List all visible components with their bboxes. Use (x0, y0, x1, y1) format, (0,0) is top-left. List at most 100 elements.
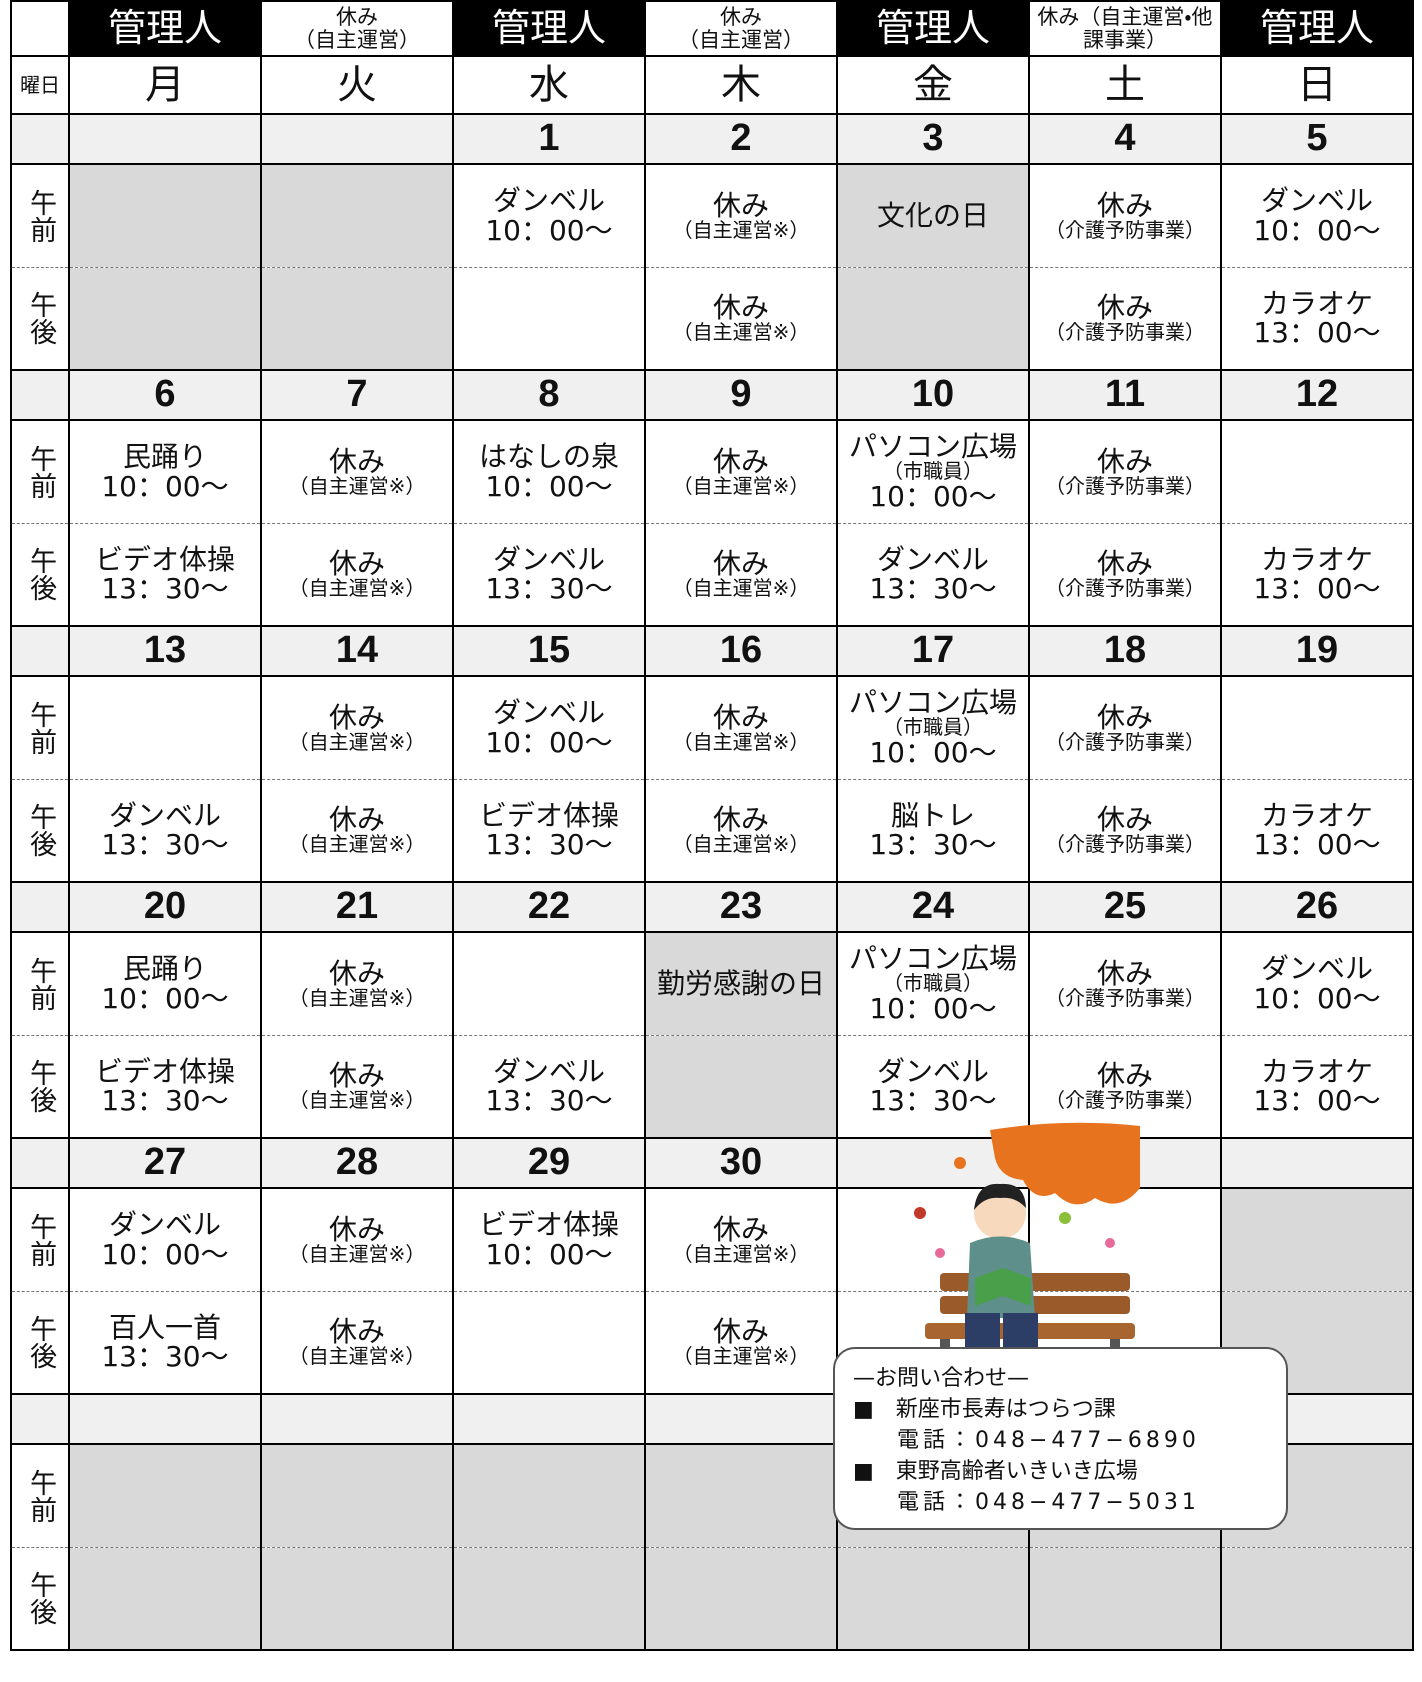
tree-leaves (990, 1122, 1140, 1205)
activity: 休み (1096, 444, 1153, 478)
activity-note: （介護予防事業） (1045, 1088, 1205, 1113)
slot-cell: 休み （自主運営※） (644, 1187, 838, 1292)
activity-note: （自主運営※） (672, 217, 810, 242)
staff-cell: 管理人 (836, 0, 1030, 57)
activity: 休み (1096, 1059, 1153, 1093)
date-cell (260, 1393, 454, 1445)
weekday-label: 曜日 (10, 55, 70, 115)
activity-time: 13：30～ (101, 828, 229, 862)
contact-title: —お問い合わせ— (853, 1366, 1030, 1391)
activity: 百人一首 (108, 1310, 221, 1344)
date-cell (68, 113, 262, 165)
staff-cell: 休み（自主運営・他課事業） (1028, 0, 1222, 57)
slot-cell: 休み （自主運営※） (644, 419, 838, 524)
period-label: 午後 (10, 266, 70, 371)
slot-cell: 休み （介護予防事業） (1028, 419, 1222, 524)
activity: 民踊り (122, 952, 207, 986)
activity-note: （自主運営※） (288, 985, 426, 1010)
activity: 休み (328, 444, 385, 478)
slot-cell: 百人一首 13：30～ (68, 1290, 262, 1395)
weekday: 水 (452, 55, 646, 115)
activity: 休み (712, 291, 769, 325)
weekday: 土 (1028, 55, 1222, 115)
activity-time: 13：00～ (1253, 316, 1381, 350)
slot-cell: ダンベル 10：00～ (1220, 163, 1414, 268)
slot-cell (260, 163, 454, 268)
date-label (10, 1137, 70, 1189)
staff-text: 管理人 (1259, 5, 1374, 50)
activity: 休み (1096, 547, 1153, 581)
date-cell: 27 (68, 1137, 262, 1189)
contact-phone: 電話：048−477−5031 (897, 1490, 1200, 1515)
staff-text: 休み (336, 5, 378, 30)
slot-cell: 休み （自主運営※） (260, 522, 454, 627)
date-cell (260, 113, 454, 165)
slot-cell: 民踊り 10：00～ (68, 931, 262, 1036)
date-cell: 20 (68, 881, 262, 933)
date-label (10, 113, 70, 165)
activity: はなしの泉 (478, 440, 619, 474)
weekday-row: 曜日月火水木金土日 (10, 55, 1414, 115)
activity: 休み (328, 956, 385, 990)
book (975, 1268, 1031, 1306)
date-cell: 15 (452, 625, 646, 677)
activity-time: 10：00～ (485, 1237, 613, 1271)
period-label: 午前 (10, 1443, 70, 1548)
slot-cell: 休み （介護予防事業） (1028, 1034, 1222, 1139)
contact-box: —お問い合わせ— ■ 新座市長寿はつらつ課 電話：048−477−6890 ■ 東野高… (833, 1347, 1288, 1530)
activity: 休み (328, 803, 385, 837)
activity: 脳トレ (890, 798, 975, 832)
period-label: 午前 (10, 675, 70, 780)
activity-time: 10：00～ (1253, 213, 1381, 247)
activity: ビデオ体操 (94, 542, 235, 576)
activity: 休み (1096, 956, 1153, 990)
activity-time: 10：00～ (101, 981, 229, 1015)
leaf (935, 1248, 945, 1258)
activity: カラオケ (1260, 542, 1373, 576)
slot-cell: 休み （自主運営※） (644, 163, 838, 268)
staff-row: 管理人 休み （自主運営） 管理人 休み （自主運営） 管理人 休み（自主運営・他課事業） 管理… (10, 0, 1414, 57)
activity: 民踊り (122, 440, 207, 474)
am-row: 午前 ダンベル 10：00～ 休み （自主運営※） 文化の日 休み （介護予防事業） ダンベル 1… (10, 163, 1414, 268)
staff-text: 休み（自主運営・他課事業） (1037, 5, 1213, 52)
activity: パソコン広場 (848, 429, 1017, 463)
activity-time: 10：00～ (485, 213, 613, 247)
slot-cell: 休み （自主運営※） (644, 522, 838, 627)
date-cell (1220, 1137, 1414, 1189)
slot-cell: 休み （介護予防事業） (1028, 778, 1222, 883)
activity-note: （介護予防事業） (1045, 473, 1205, 498)
activity: ダンベル (108, 798, 221, 832)
slot-cell: ダンベル 10：00～ (68, 1187, 262, 1292)
staff-cell: 管理人 (452, 0, 646, 57)
activity-note: （自主運営※） (288, 1344, 426, 1369)
pm-row: 午後 (10, 1546, 1414, 1651)
weekday: 金 (836, 55, 1030, 115)
activity: 休み (712, 803, 769, 837)
slot-cell (68, 1546, 262, 1651)
activity-note: （自主運営※） (288, 1241, 426, 1266)
slot-cell (452, 266, 646, 371)
activity: ダンベル (876, 1054, 989, 1088)
date-row: 20 21 22 23 24 25 26 (10, 881, 1414, 933)
activity: 休み (1096, 291, 1153, 325)
activity: ビデオ体操 (478, 1208, 619, 1242)
period-label: 午後 (10, 1034, 70, 1139)
date-cell: 6 (68, 369, 262, 421)
staff-note: （自主運営） (678, 27, 804, 52)
date-label (10, 625, 70, 677)
activity: 休み (712, 188, 769, 222)
slot-cell (260, 266, 454, 371)
date-label (10, 369, 70, 421)
leaf (1105, 1238, 1115, 1248)
calendar-table: 管理人 休み （自主運営） 管理人 休み （自主運営） 管理人 休み（自主運営・他課事業） 管理… (10, 0, 1414, 1651)
activity: 勤労感謝の日 (656, 967, 825, 1001)
activity: 休み (328, 1315, 385, 1349)
activity-note: （市職員） (883, 459, 983, 484)
slot-cell: ダンベル 13：30～ (836, 1034, 1030, 1139)
activity-time: 13：30～ (101, 1340, 229, 1374)
activity: ビデオ体操 (478, 798, 619, 832)
staff-text: 管理人 (491, 5, 606, 50)
slot-cell: ダンベル 13：30～ (836, 522, 1030, 627)
